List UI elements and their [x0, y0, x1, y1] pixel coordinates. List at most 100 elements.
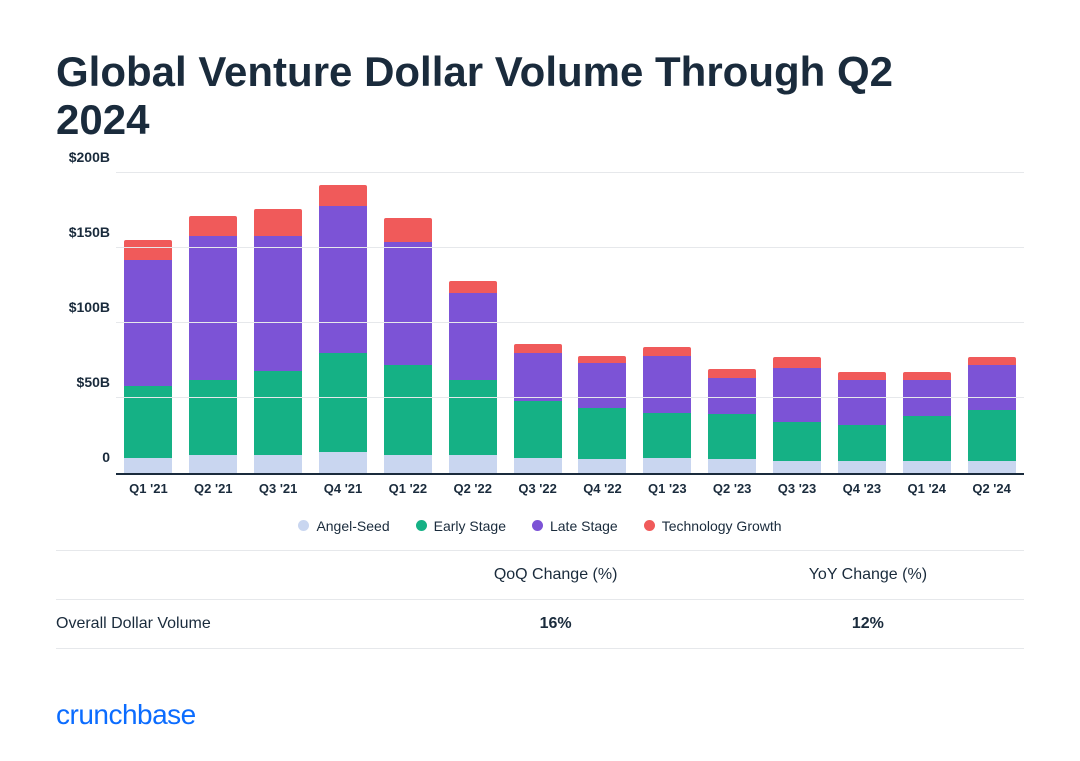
bar-segment-tech_growth [449, 281, 497, 293]
legend-swatch [532, 520, 543, 531]
table-row-label: Overall Dollar Volume [56, 615, 399, 633]
table-row-yoy: 12% [712, 615, 1024, 633]
y-tick-label: $200B [69, 149, 110, 165]
bar-segment-angel_seed [189, 455, 237, 473]
bar-slot [829, 173, 894, 473]
stacked-bar-chart: 0$50B$100B$150B$200B [56, 173, 1024, 473]
x-tick-label: Q3 '23 [765, 481, 830, 496]
y-axis: 0$50B$100B$150B$200B [56, 173, 116, 473]
bar-slot [246, 173, 311, 473]
x-tick-label: Q1 '23 [635, 481, 700, 496]
summary-table: QoQ Change (%) YoY Change (%) Overall Do… [56, 550, 1024, 649]
x-tick-label: Q4 '23 [829, 481, 894, 496]
bar [449, 281, 497, 473]
bar-segment-angel_seed [449, 455, 497, 473]
bar-segment-late_stage [773, 368, 821, 422]
bar-slot [375, 173, 440, 473]
bar-segment-early_stage [514, 401, 562, 458]
bar-slot [959, 173, 1024, 473]
bar-segment-tech_growth [319, 185, 367, 206]
bar [578, 356, 626, 473]
bar-segment-early_stage [319, 353, 367, 452]
bar-segment-late_stage [319, 206, 367, 353]
bar-segment-angel_seed [578, 459, 626, 473]
x-tick-label: Q1 '24 [894, 481, 959, 496]
legend-swatch [416, 520, 427, 531]
table-row: Overall Dollar Volume 16% 12% [56, 599, 1024, 649]
bar-segment-late_stage [643, 356, 691, 413]
legend-swatch [298, 520, 309, 531]
bar-slot [505, 173, 570, 473]
bar-slot [765, 173, 830, 473]
x-axis: Q1 '21Q2 '21Q3 '21Q4 '21Q1 '22Q2 '22Q3 '… [116, 481, 1024, 496]
bar-segment-late_stage [124, 260, 172, 386]
bar-slot [635, 173, 700, 473]
bar-segment-late_stage [384, 242, 432, 365]
bar [384, 218, 432, 473]
x-tick-label: Q2 '22 [440, 481, 505, 496]
x-tick-label: Q2 '21 [181, 481, 246, 496]
bar-segment-early_stage [903, 416, 951, 461]
bar-segment-angel_seed [643, 458, 691, 473]
grid-line [116, 397, 1024, 398]
bar-segment-tech_growth [903, 372, 951, 380]
legend-label: Technology Growth [662, 518, 782, 534]
table-header-qoq: QoQ Change (%) [399, 566, 711, 584]
legend-item: Late Stage [532, 518, 618, 534]
bar [968, 357, 1016, 473]
bar-segment-early_stage [838, 425, 886, 461]
bar-segment-late_stage [578, 363, 626, 408]
x-tick-label: Q1 '22 [375, 481, 440, 496]
bar-segment-angel_seed [124, 458, 172, 473]
legend-item: Technology Growth [644, 518, 782, 534]
bar-segment-angel_seed [968, 461, 1016, 473]
bar [708, 369, 756, 473]
legend-swatch [644, 520, 655, 531]
bar-segment-early_stage [968, 410, 1016, 461]
bar-segment-late_stage [449, 293, 497, 380]
bar-slot [700, 173, 765, 473]
bar-segment-tech_growth [708, 369, 756, 378]
x-tick-label: Q3 '22 [505, 481, 570, 496]
grid-line [116, 172, 1024, 173]
bar-segment-tech_growth [578, 356, 626, 364]
bar-segment-tech_growth [384, 218, 432, 242]
bar-segment-angel_seed [773, 461, 821, 473]
bar [254, 209, 302, 473]
bar-slot [570, 173, 635, 473]
bar-segment-angel_seed [319, 452, 367, 473]
bar-segment-tech_growth [773, 357, 821, 368]
table-header-yoy: YoY Change (%) [712, 566, 1024, 584]
bar [838, 372, 886, 473]
page-title: Global Venture Dollar Volume Through Q2 … [56, 48, 956, 145]
bar-segment-angel_seed [708, 459, 756, 473]
y-tick-label: $100B [69, 299, 110, 315]
bar-segment-angel_seed [903, 461, 951, 473]
legend-item: Angel-Seed [298, 518, 389, 534]
x-tick-label: Q2 '24 [959, 481, 1024, 496]
bar-segment-early_stage [578, 408, 626, 459]
table-header-row: QoQ Change (%) YoY Change (%) [56, 550, 1024, 599]
bar [319, 185, 367, 473]
bar-segment-angel_seed [838, 461, 886, 473]
x-tick-label: Q4 '22 [570, 481, 635, 496]
bar-segment-tech_growth [643, 347, 691, 356]
bar-slot [894, 173, 959, 473]
brand-logo: crunchbase [56, 699, 196, 731]
bar-segment-late_stage [514, 353, 562, 401]
legend-item: Early Stage [416, 518, 506, 534]
bar-segment-late_stage [903, 380, 951, 416]
bar-segment-early_stage [643, 413, 691, 458]
bar-slot [116, 173, 181, 473]
y-tick-label: 0 [102, 449, 110, 465]
bar-segment-late_stage [189, 236, 237, 380]
y-tick-label: $150B [69, 224, 110, 240]
bar-segment-tech_growth [189, 216, 237, 236]
bar [189, 216, 237, 473]
bar-segment-tech_growth [838, 372, 886, 380]
bar [643, 347, 691, 473]
bar-segment-angel_seed [384, 455, 432, 473]
grid-line [116, 247, 1024, 248]
bar-segment-early_stage [254, 371, 302, 455]
bar-segment-early_stage [384, 365, 432, 455]
